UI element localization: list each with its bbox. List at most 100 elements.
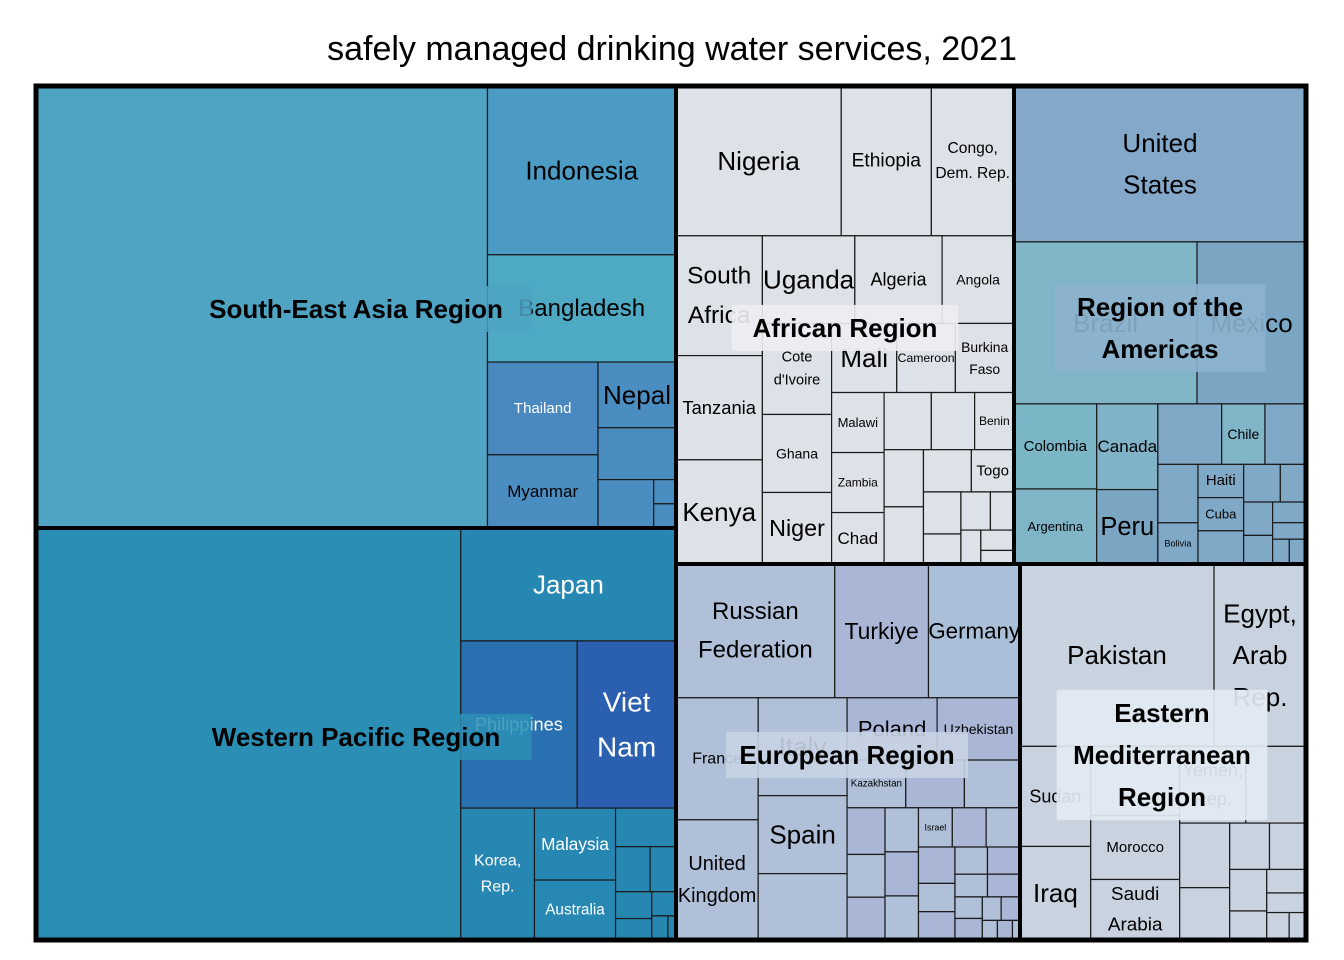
tile-honduras	[1243, 463, 1281, 503]
tile-slovenia	[981, 919, 999, 941]
tile-korea-rep	[460, 807, 536, 941]
tile-label-niger: Niger	[769, 515, 825, 541]
region-label-eastern-mediterranean-region: Eastern Mediterranean Region	[1056, 689, 1268, 821]
tile-label-cote-d-ivoire: d'Ivoire	[774, 373, 821, 389]
tile-senegal	[883, 391, 932, 451]
region-label-text: European Region	[739, 740, 954, 770]
treemap-frame	[33, 83, 1309, 943]
tile-ireland	[986, 873, 1021, 898]
tile-belarus	[951, 807, 987, 848]
tile-burkina-faso	[954, 322, 1015, 394]
tile-label-united-kingdom: Kingdom	[678, 885, 757, 907]
tile-liberia	[922, 533, 962, 565]
tile-label-ethiopia: Ethiopia	[852, 150, 922, 171]
tile-label-korea-rep: Korea,	[474, 853, 521, 870]
tile-label-australia: Australia	[545, 902, 605, 919]
tile-rwanda	[883, 449, 925, 508]
tile-congo-dem-rep	[930, 85, 1015, 237]
region-region-of-the-americas: UnitedStatesBrazilMexicoColombiaArgentin…	[1012, 84, 1308, 566]
chart-title: safely managed drinking water services, …	[327, 30, 1017, 68]
tile-denmark	[954, 846, 989, 875]
tile-label-thailand: Thailand	[514, 400, 572, 417]
region-african-region: Nigeria Ethiopia Congo, Dem. Rep. SouthAfric…	[674, 84, 1016, 566]
tile-label-malawi: Malawi	[838, 415, 879, 430]
tile-label-congo-dem-rep: Dem. Rep.	[935, 165, 1010, 182]
tile-sierra-leone	[922, 491, 962, 535]
tile-label-russian-federation: Federation	[698, 637, 813, 664]
tile-turkiye	[834, 563, 930, 699]
tile-label-congo-dem-rep: Congo,	[948, 140, 998, 157]
tile-label-peru: Peru	[1100, 513, 1154, 541]
region-label-text: South-East Asia Region	[209, 294, 503, 324]
tile-tanzania	[675, 355, 763, 461]
tile-timor-leste	[653, 503, 677, 529]
tile-label-israel: Israel	[925, 822, 947, 832]
tile-label-viet-nam: Viet	[603, 687, 651, 718]
tile-label-chile: Chile	[1227, 426, 1259, 442]
region-label-plate	[180, 713, 532, 760]
tile-label-burkina-faso: Faso	[969, 361, 1000, 377]
tile-label-myanmar: Myanmar	[507, 482, 578, 501]
tile-label-burkina-faso: Burkina	[961, 339, 1008, 355]
tile-label-saudi-arabia: Saudi	[1111, 884, 1159, 905]
region-label-text: Americas	[1101, 334, 1218, 364]
tile-label-colombia: Colombia	[1024, 438, 1088, 455]
tile-oman	[1266, 892, 1307, 914]
tile-paraguay	[1279, 463, 1307, 503]
tile-guinea	[883, 506, 925, 565]
tile-label-chad: Chad	[837, 529, 878, 548]
tile-bulgaria	[917, 911, 956, 941]
tile-label-cuba: Cuba	[1205, 507, 1237, 522]
tile-ukraine	[757, 873, 848, 941]
tile-label-egypt-arab-rep: Arab	[1233, 640, 1288, 670]
region-label-text: African Region	[753, 313, 938, 343]
tile-label-algeria: Algeria	[870, 270, 927, 290]
region-label-region-of-the-americas: Region of the Americas	[1054, 283, 1266, 373]
tile-serbia	[917, 882, 956, 913]
tile-label-cote-d-ivoire: Cote	[782, 349, 813, 365]
tile-colombia	[1013, 403, 1098, 490]
tile-label-uganda: Uganda	[763, 265, 855, 295]
tile-label-canada: Canada	[1098, 437, 1158, 456]
tile-austria	[985, 807, 1021, 848]
tile-benin	[974, 391, 1015, 451]
tile-venezuela	[1157, 403, 1223, 465]
tile-morocco	[1090, 814, 1181, 881]
tile-label-korea-rep: Rep.	[481, 878, 515, 895]
tile-nepal	[597, 361, 677, 429]
region-label-text: Region	[1118, 782, 1206, 812]
tile-belgium	[846, 807, 886, 856]
tile-label-morocco: Morocco	[1106, 839, 1164, 856]
tile-label-south-africa: South	[687, 263, 751, 290]
tile-greece	[846, 896, 886, 941]
tile-nigeria	[675, 85, 842, 237]
region-label-plate	[726, 731, 968, 778]
tile-label-malaysia: Malaysia	[541, 834, 609, 854]
tile-label-kenya: Kenya	[682, 497, 756, 527]
region-label-text: Eastern	[1114, 698, 1209, 728]
tile-label-zambia: Zambia	[838, 476, 878, 490]
tile-kenya	[675, 459, 763, 565]
tile-jamaica	[1288, 538, 1307, 565]
tile-ecuador	[1264, 403, 1307, 465]
tile-label-indonesia: Indonesia	[525, 155, 638, 185]
tile-iraq	[1019, 845, 1092, 941]
tile-mongolia	[614, 846, 651, 893]
tile-united-states	[1013, 85, 1307, 243]
tile-chad	[830, 511, 885, 565]
tile-united-arab-emirates	[1229, 868, 1268, 912]
tile-myanmar	[486, 454, 599, 529]
tile-label-cameroon: Cameroon	[898, 351, 955, 365]
tile-guatemala	[1157, 463, 1199, 524]
region-label-western-pacific-region: Western Pacific Region	[180, 713, 532, 760]
tile-label-bangladesh: Bangladesh	[518, 295, 645, 322]
tile-dominican-rep	[1197, 530, 1245, 565]
region-label-text: Mediterranean	[1073, 740, 1251, 770]
tile-singapore	[651, 891, 677, 917]
tile-kuwait	[1266, 911, 1290, 941]
tile-label-bolivia: Bolivia	[1164, 538, 1192, 548]
tile-costa-rica	[1272, 501, 1307, 524]
tile-papua-new-guinea	[614, 917, 653, 941]
